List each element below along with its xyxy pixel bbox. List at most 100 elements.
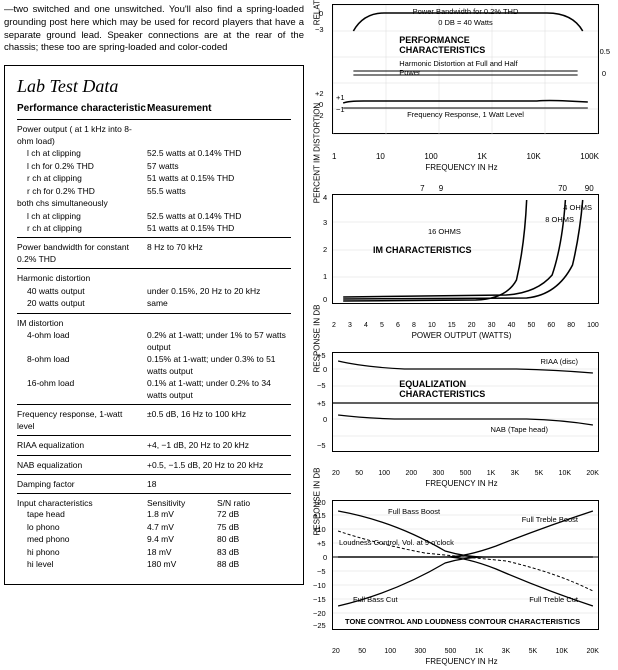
xtick: 5 [380,322,384,329]
chart1-bot-text: Frequency Response, 1 Watt Level [407,110,524,119]
xtick: 6 [396,322,400,329]
row-sens: 9.4 mV [147,534,217,545]
xtick: 50 [355,470,363,477]
ytick: 3 [323,218,327,227]
xtick: 100 [424,152,437,161]
xtick: 8 [412,322,416,329]
ytick: +2 [315,89,324,98]
topnum: 90 [585,184,594,193]
intro-text: —two switched and one unswitched. You'll… [4,4,304,55]
xtick: 4 [364,322,368,329]
chart2-ylabel: PERCENT IM DISTORTION [313,103,322,203]
row-label: l ch at clipping [17,211,147,222]
row-label: 16-ohm load [17,378,147,401]
row-sn: 75 dB [217,522,272,533]
section-label: Power output ( at 1 kHz into 8-ohm load) [17,124,147,147]
row-sens: 18 mV [147,547,217,558]
xtick: 1K [487,470,496,477]
xtick: 200 [405,470,417,477]
chart2-title: IM CHARACTERISTICS [373,245,472,255]
xtick: 3 [348,322,352,329]
section-label: NAB equalization [17,460,147,471]
ytick: +5 [317,351,326,360]
label-nab: NAB (Tape head) [490,425,548,434]
chart1-xlabel: FREQUENCY IN Hz [314,163,609,172]
row-value: 18 [147,479,291,490]
ytick: −1 [336,105,345,114]
xtick: 10K [559,470,571,477]
topnum: 70 [558,184,567,193]
ytick: −5 [317,567,326,576]
row-label: r ch for 0.2% THD [17,186,147,197]
ytick: +15 [313,511,326,520]
row-label: hi phono [17,547,147,558]
xtick: 1K [477,152,487,161]
chart3-xlabel: FREQUENCY IN Hz [314,479,609,488]
im-chart: PERCENT IM DISTORTION IM CHARACTERISTICS… [332,194,599,304]
xtick: 100K [580,152,599,161]
row-sens: 180 mV [147,559,217,570]
label-loudness: Loudness Control, Vol. at 9 o'clock [339,539,454,547]
header-measurement: Measurement [147,103,291,115]
ytick: −25 [313,621,326,630]
section-label: Damping factor [17,479,147,490]
chart4-xlabel: FREQUENCY IN Hz [314,657,609,666]
xtick: 20K [586,648,598,655]
ytick: 0 [319,9,323,18]
section-label: Input characteristics [17,498,147,508]
row-label: l ch at clipping [17,148,147,159]
label-treble-boost: Full Treble Boost [522,515,578,524]
xtick: 1K [475,648,484,655]
ytick: +1 [336,93,345,102]
ytick: 2 [323,245,327,254]
equalization-chart: RESPONSE IN DB EQUALIZATION CHARACTERIST… [332,352,599,452]
xtick: 50 [527,322,535,329]
xtick: 10 [428,322,436,329]
xtick: 500 [445,648,457,655]
row-value: 55.5 watts [147,186,291,197]
xtick: 10K [527,152,541,161]
row-label: r ch at clipping [17,223,147,234]
label-bass-cut: Full Bass Cut [353,595,398,604]
xtick: 30 [488,322,496,329]
row-value: 0.2% at 1-watt; under 1% to 57 watts out… [147,330,291,353]
ytick: 0 [323,415,327,424]
row-label: tape head [17,509,147,520]
xtick: 60 [547,322,555,329]
header-sensitivity: Sensitivity [147,498,217,508]
row-label: l ch for 0.2% THD [17,161,147,172]
ytick: 0 [323,365,327,374]
row-label: 8-ohm load [17,354,147,377]
xtick: 3K [511,470,520,477]
row-sn: 88 dB [217,559,272,570]
xtick: 80 [567,322,575,329]
row-value: same [147,298,291,309]
ytick: +20 [313,498,326,507]
xtick: 5K [535,470,544,477]
row-value: under 0.15%, 20 Hz to 20 kHz [147,286,291,297]
ytick: −20 [313,609,326,618]
row-label: 4-ohm load [17,330,147,353]
ytick: −5 [317,381,326,390]
row-label: 40 watts output [17,286,147,297]
xtick: 20K [586,470,598,477]
tone-chart: RESPONSE IN DB Full Bass Boost Full Treb… [332,500,599,630]
xtick: 500 [460,470,472,477]
row-label: lo phono [17,522,147,533]
chart3-ylabel: RESPONSE IN DB [313,304,322,372]
row-sn: 72 dB [217,509,272,520]
row-value: 57 watts [147,161,291,172]
xtick: 20 [332,470,340,477]
lab-test-data-box: Lab Test Data Performance characteristic… [4,65,304,585]
performance-chart: RELATIVE OUTPUT IN DB Power Bandwidth fo… [332,4,599,134]
label-8ohm: 8 OHMS [545,215,574,224]
xtick: 50 [358,648,366,655]
label-16ohm: 16 OHMS [428,227,461,236]
row-value: 51 watts at 0.15% THD [147,223,291,234]
ytick: 1 [323,272,327,281]
r-ytick: 0.5 [600,47,610,56]
xtick: 100 [378,470,390,477]
section-label: Power bandwidth for constant 0.2% THD [17,242,147,265]
row-label: 20 watts output [17,298,147,309]
row-value: 0.15% at 1-watt; under 0.3% to 51 watts … [147,354,291,377]
